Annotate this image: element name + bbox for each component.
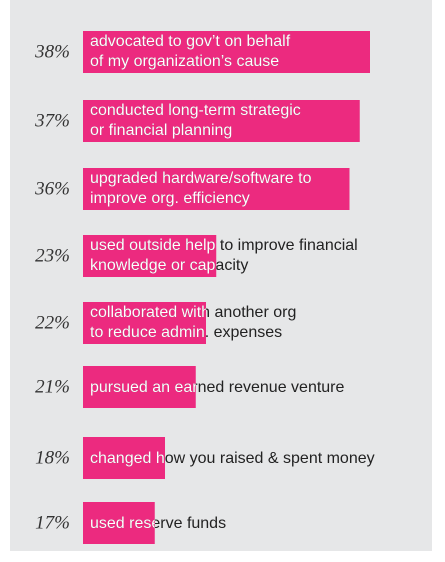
category-label-knockout: upgraded hardware/software to: [90, 170, 312, 187]
category-label: pursued an earned revenue venture: [90, 379, 345, 396]
bar: [83, 437, 165, 479]
category-label: of my organization’s cause: [90, 53, 279, 70]
category-label-knockout: improve org. efficiency: [90, 190, 250, 207]
value-label: 17%: [35, 512, 70, 533]
value-label: 22%: [35, 312, 70, 333]
category-label: used reserve funds: [90, 515, 226, 532]
value-label: 37%: [34, 110, 70, 131]
category-label: advocated to gov’t on behalf: [90, 33, 291, 50]
value-label: 18%: [35, 447, 70, 468]
category-label: used outside help to improve financial: [90, 237, 358, 254]
category-label-knockout: conducted long-term strategic: [90, 102, 301, 119]
category-label-knockout: collaborated with another org: [90, 304, 296, 321]
category-label: collaborated with another org: [90, 304, 296, 321]
category-label: to reduce admin. expenses: [90, 324, 282, 341]
category-label-knockout: pursued an earned revenue venture: [90, 379, 345, 396]
bar: [83, 302, 206, 344]
category-label-knockout: to reduce admin. expenses: [90, 324, 282, 341]
bar: [83, 502, 155, 544]
bar: [83, 168, 350, 210]
category-label-knockout: advocated to gov’t on behalf: [90, 33, 291, 50]
category-label-knockout: knowledge or capacity: [90, 257, 248, 274]
category-label: conducted long-term strategic: [90, 102, 301, 119]
category-label-knockout: or financial planning: [90, 122, 232, 139]
value-label: 38%: [34, 41, 70, 62]
bar: [83, 31, 370, 73]
category-label: or financial planning: [90, 122, 232, 139]
bar: [83, 366, 196, 408]
value-label: 23%: [35, 245, 70, 266]
bar: [83, 235, 217, 277]
value-label: 21%: [35, 376, 70, 397]
category-label: knowledge or capacity: [90, 257, 248, 274]
category-label: upgraded hardware/software to: [90, 170, 312, 187]
category-label: improve org. efficiency: [90, 190, 250, 207]
category-label-knockout: used reserve funds: [90, 515, 226, 532]
category-label-knockout: used outside help to improve financial: [90, 237, 358, 254]
category-label-knockout: changed how you raised & spent money: [90, 450, 375, 467]
category-label-knockout: of my organization’s cause: [90, 53, 279, 70]
value-label: 36%: [34, 178, 70, 199]
panel: [10, 0, 432, 551]
category-label: changed how you raised & spent money: [90, 450, 375, 467]
bar: [83, 100, 360, 142]
